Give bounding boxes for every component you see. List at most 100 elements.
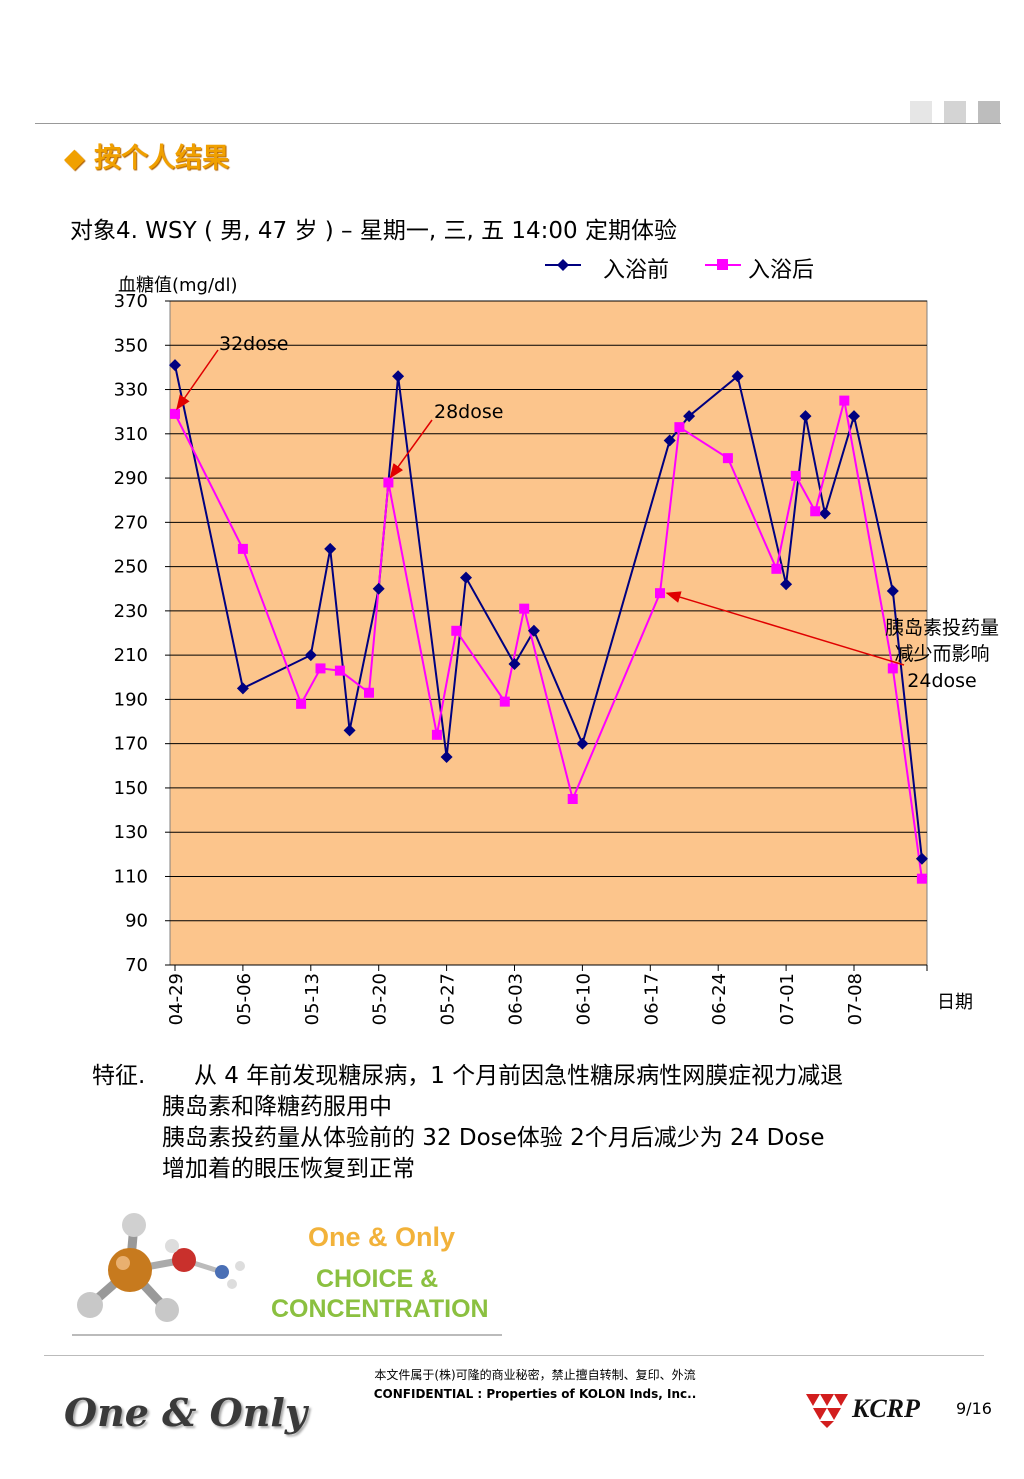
series-1-point — [567, 794, 578, 804]
series-0-point — [848, 410, 860, 423]
y-tick-label: 230 — [114, 601, 148, 622]
annotation-label-1: 28dose — [434, 401, 503, 423]
series-1-point — [431, 729, 442, 740]
blood-sugar-chart: 370 350 330 310 290 270 250 230 210 190 170 150 130 1… — [114, 275, 999, 1025]
promo-line-1: One & Only — [308, 1222, 456, 1252]
y-tick-label: 210 — [114, 645, 148, 666]
series-1-point — [810, 506, 821, 517]
x-tick-label: 06-24 — [709, 973, 730, 1025]
series-1-point — [771, 563, 782, 574]
series-0-point — [460, 571, 472, 584]
kolon-triangle-logo-icon — [806, 1394, 848, 1428]
series-1-point — [790, 470, 801, 481]
x-tick-label: 04-29 — [166, 973, 187, 1025]
series-1-point — [364, 687, 374, 698]
series-0-point — [508, 657, 521, 670]
series-0-point — [818, 507, 831, 520]
promo-line-3: CONCENTRATION — [271, 1295, 489, 1323]
y-tick-label: 170 — [114, 734, 148, 755]
series-1-point — [655, 588, 665, 599]
y-tick-label: 150 — [114, 778, 148, 799]
series-1-point — [334, 665, 345, 676]
annotation-arrow-0 — [176, 349, 219, 411]
series-0-point — [440, 750, 453, 763]
y-tick-label: 290 — [114, 468, 148, 489]
features-block: 特征. 从 4 年前发现糖尿病，1 个月前因急性糖尿病性网膜症视力减退 胰岛素和… — [92, 1061, 843, 1185]
y-tick-label: 130 — [114, 822, 148, 843]
x-tick-label: 05-27 — [438, 973, 459, 1025]
x-tick-label: 05-13 — [302, 973, 323, 1025]
subject-line: 对象4. WSY ( 男, 47 岁 ) – 星期一, 三, 五 14:00 定… — [70, 218, 677, 244]
y-tick-label: 270 — [114, 512, 148, 533]
series-0-point — [780, 578, 793, 591]
legend-svg — [545, 259, 741, 271]
features-line-3: 胰岛素投药量从体验前的 32 Dose体验 2个月后减少为 24 Dose — [162, 1125, 825, 1151]
series-0-point — [886, 584, 899, 597]
series-0-point — [576, 737, 589, 750]
header-square-2 — [944, 101, 966, 123]
x-tick-label: 06-10 — [573, 973, 594, 1025]
series-1-point — [674, 422, 685, 433]
y-tick-label: 110 — [114, 866, 148, 887]
confidential-en: CONFIDENTIAL : Properties of KOLON Inds,… — [373, 1387, 697, 1401]
x-axis-title: 日期 — [937, 992, 973, 1013]
series-1-point — [916, 873, 927, 884]
y-tick-label: 190 — [114, 689, 148, 710]
footer-divider — [44, 1355, 984, 1356]
series-0-point — [324, 542, 337, 555]
header-square-3 — [978, 101, 1000, 123]
section-title-text: 按个人结果 — [94, 143, 230, 174]
molecule-logo-icon — [77, 1213, 245, 1322]
x-tick-label: 06-17 — [641, 973, 662, 1025]
annotation-label-2a: 胰岛素投药量 — [885, 617, 999, 639]
legend-label-before: 入浴前 — [603, 258, 670, 283]
features-line-1: 特征. 从 4 年前发现糖尿病，1 个月前因急性糖尿病性网膜症视力减退 — [92, 1061, 843, 1092]
series-0-point — [527, 624, 540, 637]
features-label: 特征. — [92, 1063, 146, 1089]
series-1-point — [237, 543, 248, 554]
page-number: 9/16 — [956, 1399, 992, 1418]
header-square-1 — [910, 101, 932, 123]
series-0-point — [663, 434, 676, 447]
series-0-point — [731, 370, 744, 383]
series-0-point — [169, 359, 181, 372]
annotation-label-0: 32dose — [219, 333, 288, 355]
y-axis-title: 血糖值(mg/dl) — [118, 275, 238, 296]
series-0-point — [343, 724, 356, 737]
series-1-point — [296, 698, 307, 709]
y-tick-label: 350 — [114, 335, 148, 356]
y-tick-label: 370 — [114, 291, 148, 312]
y-tick-label: 310 — [114, 424, 148, 445]
promo-line-2: CHOICE & — [316, 1265, 439, 1293]
logo-divider — [72, 1334, 502, 1336]
confidential-cn: 本文件属于(株)可隆的商业秘密，禁止擅自转制、复印、外流 — [374, 1368, 696, 1382]
series-1-point — [170, 408, 180, 419]
y-tick-label: 250 — [114, 557, 148, 578]
kcrp-brand: KCRP — [852, 1394, 920, 1423]
header-divider — [35, 123, 1001, 124]
series-1-point — [315, 663, 326, 674]
series-1-point — [722, 453, 733, 464]
annotation-label-2c: 24dose — [907, 670, 976, 692]
x-tick-label: 07-08 — [845, 973, 866, 1025]
y-tick-label: 70 — [125, 955, 148, 976]
legend-label-after: 入浴后 — [748, 258, 815, 283]
series-1-point — [519, 603, 530, 614]
x-tick-label: 05-06 — [234, 973, 255, 1025]
series-0-point — [304, 649, 317, 662]
series-1-point — [451, 625, 462, 636]
footer-tagline: One & Only — [64, 1390, 307, 1435]
y-tick-label: 330 — [114, 380, 148, 401]
annotation-label-2b: 减少而影响 — [894, 643, 989, 665]
series-1-point — [499, 696, 510, 707]
features-line-2: 胰岛素和降糖药服用中 — [162, 1094, 392, 1120]
series-1-point — [383, 477, 394, 488]
legend-marker-after — [717, 259, 728, 270]
series-0-point — [236, 682, 249, 695]
diamond-bullet-icon: ◆ — [64, 143, 85, 174]
series-0-point — [392, 370, 405, 383]
x-tick-label: 06-03 — [506, 973, 527, 1025]
plot-area — [169, 300, 928, 966]
section-title: ◆ 按个人结果 — [64, 136, 229, 175]
x-tick-label: 07-01 — [777, 973, 798, 1025]
